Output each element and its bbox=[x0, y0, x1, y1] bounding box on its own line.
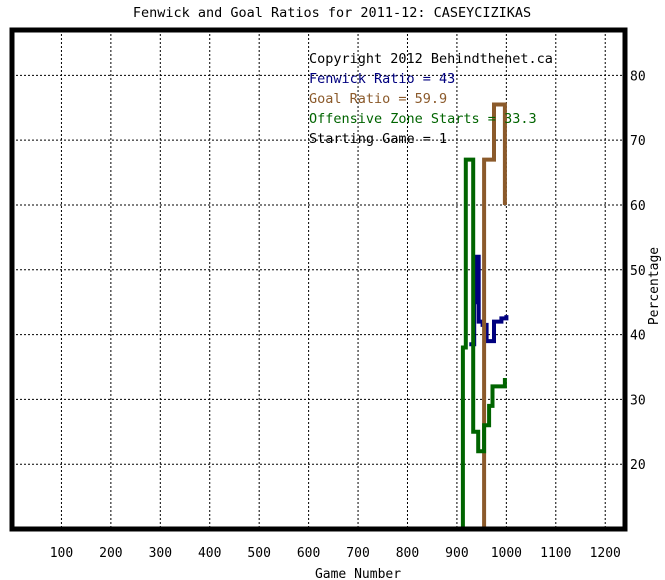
x-tick-label: 700 bbox=[346, 546, 369, 561]
annotation-line-3: Offensive Zone Starts = 33.3 bbox=[309, 111, 537, 127]
annotation-line-1: Fenwick Ratio = 43 bbox=[309, 71, 455, 87]
x-tick-label: 300 bbox=[149, 546, 172, 561]
series-line-2 bbox=[460, 157, 507, 529]
y-tick-label: 50 bbox=[630, 264, 646, 279]
grid bbox=[12, 30, 625, 529]
x-tick-label: 1200 bbox=[590, 546, 621, 561]
y-tick-label: 40 bbox=[630, 329, 646, 344]
y-tick-label: 70 bbox=[630, 134, 646, 149]
x-axis-label: Game Number bbox=[315, 567, 401, 580]
y-tick-label: 20 bbox=[630, 458, 646, 473]
x-tick-label: 200 bbox=[99, 546, 122, 561]
annotation-line-0: Copyright 2012 Behindthenet.ca bbox=[309, 51, 553, 67]
annotation-line-2: Goal Ratio = 59.9 bbox=[309, 91, 447, 107]
y-tick-labels: 20 30 40 50 60 70 80 bbox=[630, 69, 646, 473]
x-tick-label: 1000 bbox=[491, 546, 522, 561]
series-line-1 bbox=[482, 102, 507, 529]
x-tick-label: 900 bbox=[445, 546, 468, 561]
x-tick-label: 600 bbox=[297, 546, 320, 561]
y-axis-label: Percentage bbox=[647, 247, 662, 325]
chart-title: Fenwick and Goal Ratios for 2011-12: CAS… bbox=[133, 5, 531, 21]
annotation-line-4: Starting Game = 1 bbox=[309, 131, 447, 147]
series-group bbox=[460, 102, 509, 529]
y-tick-label: 30 bbox=[630, 393, 646, 408]
y-tick-label: 60 bbox=[630, 199, 646, 214]
x-tick-label: 400 bbox=[198, 546, 221, 561]
x-tick-label: 500 bbox=[247, 546, 270, 561]
plot-frame bbox=[9, 27, 628, 532]
x-tick-label: 800 bbox=[396, 546, 419, 561]
annotations: Copyright 2012 Behindthenet.ca Fenwick Ra… bbox=[309, 51, 553, 147]
x-tick-label: 100 bbox=[50, 546, 73, 561]
x-tick-label: 1100 bbox=[540, 546, 571, 561]
x-tick-labels: 100 200 300 400 500 600 700 800 900 1000 1100 1200 bbox=[50, 546, 621, 561]
y-tick-label: 80 bbox=[630, 69, 646, 84]
